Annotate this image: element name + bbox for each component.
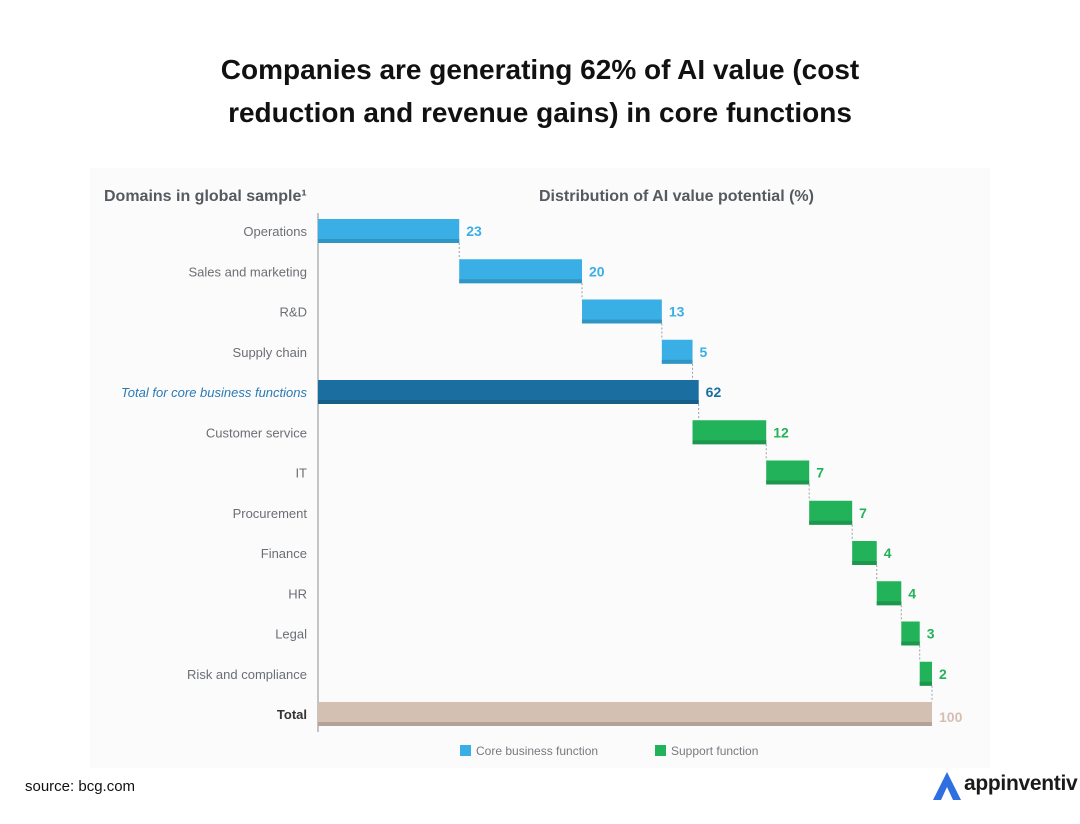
brand-name: appinventiv	[964, 772, 1078, 795]
value-label: 23	[466, 223, 482, 239]
bar-shadow-13	[318, 722, 932, 726]
title-line-1: Companies are generating 62% of AI value…	[220, 54, 860, 85]
legend-swatch-support	[655, 745, 666, 756]
category-label: Legal	[275, 627, 307, 642]
category-label: Customer service	[206, 425, 307, 440]
bar-shadow-4	[661, 359, 693, 364]
category-label: Operations	[243, 224, 307, 239]
y-axis-heading: Domains in global sample¹	[104, 188, 307, 205]
bar-11	[901, 621, 920, 646]
bar-shadow-6	[692, 440, 767, 445]
legend-label-support: Support function	[671, 744, 758, 758]
category-label: Supply chain	[233, 345, 307, 360]
bar-shadow-5	[318, 400, 699, 404]
value-label: 4	[884, 545, 892, 561]
category-label: R&D	[280, 305, 307, 320]
bar-shadow-9	[852, 561, 877, 565]
category-label: HR	[288, 586, 307, 601]
chart-heading: Distribution of AI value potential (%)	[539, 188, 814, 205]
value-label: 100	[939, 709, 963, 725]
category-label: Sales and marketing	[188, 264, 307, 279]
category-label: Finance	[261, 546, 307, 561]
legend-swatch-core	[460, 745, 471, 756]
value-label: 12	[773, 424, 789, 440]
appinventiv-logo-icon	[933, 772, 961, 800]
value-label: 2	[939, 666, 947, 682]
value-label: 3	[927, 626, 935, 642]
value-label: 7	[816, 465, 824, 481]
value-label: 20	[589, 263, 605, 279]
value-label: 62	[706, 384, 722, 400]
bar-12	[919, 661, 932, 686]
bar-shadow-8	[809, 520, 853, 525]
category-label: Procurement	[233, 506, 308, 521]
bar-shadow-10	[876, 601, 902, 606]
bar-shadow-2	[459, 279, 583, 284]
value-label: 4	[908, 585, 916, 601]
bar-shadow-7	[766, 480, 810, 485]
chart-title-block: Companies are generating 62% of AI value…	[0, 48, 1080, 134]
source-note: source: bcg.com	[25, 778, 136, 795]
category-label: Risk and compliance	[187, 667, 307, 682]
value-label: 13	[669, 304, 685, 320]
legend-label-core: Core business function	[476, 744, 598, 758]
value-label: 7	[859, 505, 867, 521]
title-line-2: reduction and revenue gains) in core fun…	[228, 97, 852, 128]
bar-shadow-1	[318, 239, 460, 243]
category-label: Total	[277, 707, 307, 722]
value-label: 5	[700, 344, 708, 360]
bar-shadow-12	[919, 681, 932, 686]
category-label: IT	[295, 466, 307, 481]
category-label: Total for core business functions	[121, 385, 307, 400]
bar-shadow-11	[901, 641, 920, 646]
bar-shadow-3	[582, 319, 662, 324]
